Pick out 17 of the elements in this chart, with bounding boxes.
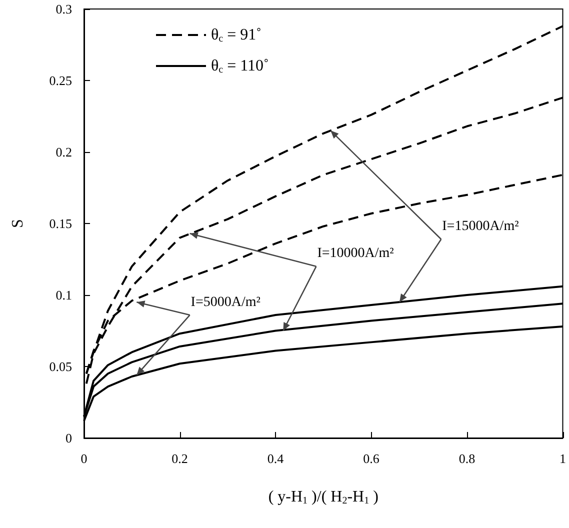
x-tick-label: 0.6 xyxy=(363,451,380,466)
y-tick-label: 0.3 xyxy=(56,2,72,16)
x-tick-label: 0.2 xyxy=(172,451,188,466)
y-tick-label: 0.1 xyxy=(56,288,72,302)
y-tick-label: 0 xyxy=(66,430,72,446)
annotation: I=15000A/m² xyxy=(442,219,519,236)
y-tick-label: 0.25 xyxy=(49,73,72,88)
y-tick-label: 0.2 xyxy=(56,144,72,160)
annotation: I=5000A/m² xyxy=(190,295,260,312)
y-axis-title: S xyxy=(10,219,26,228)
y-tick-label: 0.05 xyxy=(49,359,72,374)
x-tick-label: 0.4 xyxy=(267,451,284,466)
x-tick-label: 1 xyxy=(560,451,566,466)
y-tick-label: 0.15 xyxy=(49,216,72,231)
x-tick-label: 0 xyxy=(80,451,88,466)
annotation: I=10000A/m² xyxy=(317,246,394,262)
x-tick-label: 0.8 xyxy=(458,451,476,466)
